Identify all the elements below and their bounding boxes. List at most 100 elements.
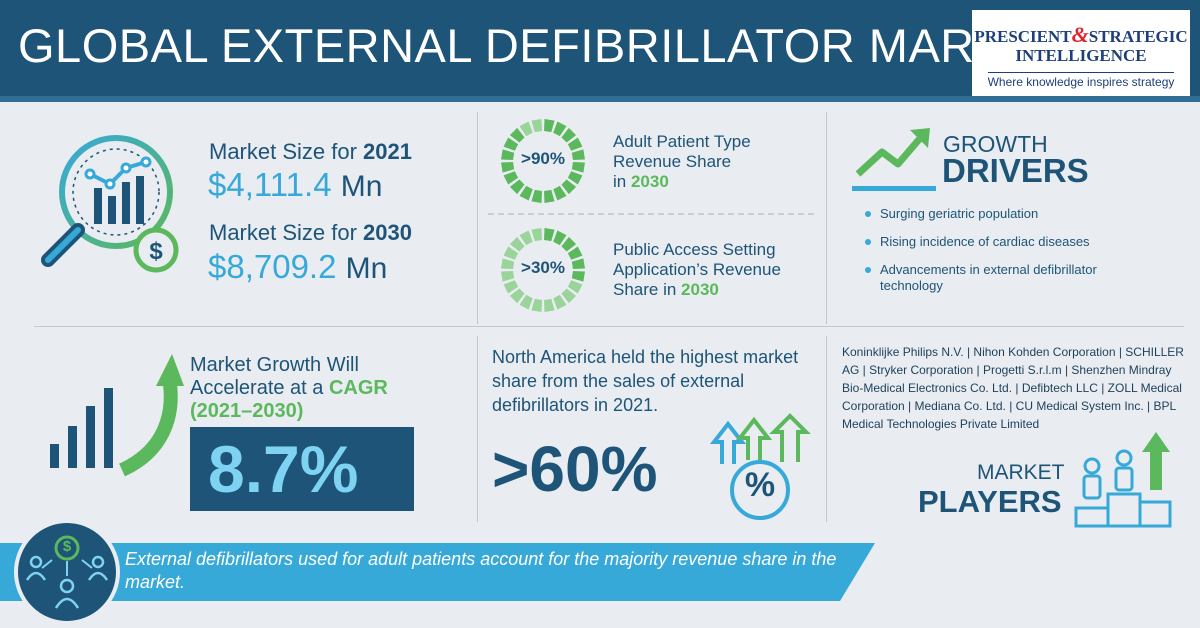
growth-bars-arrow-icon	[50, 354, 184, 477]
public-share-line2: Application’s Revenue	[613, 260, 781, 279]
ring-segment	[553, 121, 567, 137]
cagr-label: CAGR	[328, 377, 388, 399]
market-size-2030-value: $8,709.2 Mn	[208, 248, 387, 286]
market-size-2021-label: Market Size for 2021	[209, 139, 412, 165]
driver-item: Surging geriatric population	[862, 206, 1182, 222]
ring-segment	[571, 149, 585, 160]
ring-segment	[519, 294, 533, 310]
ring-segment	[519, 121, 533, 137]
magnifier-chart-icon: $	[41, 135, 179, 273]
cagr-period: (2021–2030)	[190, 400, 304, 422]
market-size-2030-amount: $8,709.2	[208, 248, 337, 285]
logo-word-strategic: STRATEGIC	[1088, 27, 1188, 46]
ring-segment	[531, 298, 542, 312]
ring-segment	[509, 127, 525, 143]
public-share-line3-prefix: Share in	[613, 280, 682, 299]
players-heading-small: MARKET	[977, 461, 1065, 484]
ring-segment	[501, 258, 515, 269]
driver-item: Advancements in external defibrillator t…	[862, 262, 1122, 294]
ring-segment	[544, 228, 555, 242]
trend-up-icon	[852, 128, 936, 191]
ring-segment	[531, 189, 542, 203]
footer-text: External defibrillators used for adult p…	[125, 549, 837, 592]
ring-segment	[501, 162, 515, 173]
north-america-text: North America held the highest market sh…	[492, 347, 799, 415]
ring-segment	[503, 246, 519, 260]
ring-segment	[567, 137, 583, 151]
ring-segment	[567, 246, 583, 260]
cagr-text: Market Growth Will Accelerate at a CAGR …	[190, 354, 470, 423]
ring-segment	[567, 280, 583, 294]
adult-share-line3-prefix: in	[613, 172, 631, 191]
drivers-heading-small: GROWTH	[943, 131, 1048, 157]
market-size-2030-prefix: Market Size for	[209, 220, 364, 245]
percent-symbol: %	[744, 466, 776, 504]
ring-segment	[544, 298, 555, 312]
adult-share-line1: Adult Patient Type	[613, 132, 751, 151]
ring-segment	[531, 119, 542, 133]
ring-segment	[553, 185, 567, 201]
cagr-value-box: 8.7%	[190, 427, 414, 511]
header-accent-band	[0, 96, 1200, 102]
adult-share-ring	[501, 119, 585, 203]
ring-segment	[503, 280, 519, 294]
ring-segment	[561, 127, 577, 143]
drivers-list: Surging geriatric population Rising inci…	[862, 206, 1182, 306]
players-list: Koninklijke Philips N.V. | Nihon Kohden …	[842, 345, 1184, 431]
market-size-2030-label: Market Size for 2030	[209, 220, 412, 246]
ring-segment	[544, 189, 555, 203]
dollar-symbol: $	[62, 538, 72, 555]
public-share-ring-label: >30%	[521, 258, 565, 277]
money-people-icon	[25, 535, 109, 609]
ring-segment	[503, 137, 519, 151]
svg-text:$: $	[149, 238, 163, 265]
market-size-2021-year: 2021	[363, 139, 412, 164]
ring-segment	[553, 230, 567, 246]
logo-line1: PRESCIENT&STRATEGIC	[972, 22, 1190, 48]
cagr-line1: Market Growth Will	[190, 354, 359, 376]
market-size-2030-year: 2030	[363, 220, 412, 245]
logo-word-intelligence: INTELLIGENCE	[1015, 46, 1147, 65]
adult-share-text: Adult Patient Type Revenue Share in 2030	[613, 132, 813, 192]
ring-segment	[567, 171, 583, 185]
page-title: GLOBAL EXTERNAL DEFIBRILLATOR MARKET	[18, 19, 1068, 72]
ring-segment	[571, 271, 585, 282]
ring-segment	[519, 230, 533, 246]
public-share-line1: Public Access Setting	[613, 240, 776, 259]
divider-top-right	[826, 112, 827, 324]
market-size-2030-unit: Mn	[345, 252, 388, 285]
podium-people-icon	[1074, 432, 1172, 528]
percent-arrows-icon	[709, 413, 811, 520]
ring-segment	[501, 271, 515, 282]
public-share-line3: Share in 2030	[613, 280, 823, 300]
cagr-line2: Accelerate at a CAGR	[190, 377, 470, 400]
market-size-2021-unit: Mn	[340, 170, 383, 203]
market-size-2021-value: $4,111.4 Mn	[208, 166, 382, 204]
divider-top-left	[477, 112, 478, 324]
ring-segment	[544, 119, 555, 133]
ring-segment	[571, 162, 585, 173]
divider-bottom-right	[826, 336, 827, 522]
players-heading-big: PLAYERS	[918, 484, 1062, 519]
footer-band	[0, 543, 875, 601]
logo-tagline: Where knowledge inspires strategy	[987, 72, 1175, 89]
public-share-year: 2030	[681, 280, 719, 299]
public-share-ring	[501, 228, 585, 312]
logo-ampersand: &	[1071, 22, 1089, 47]
cagr-line2-prefix: Accelerate at a	[190, 377, 329, 399]
company-logo: PRESCIENT&STRATEGIC INTELLIGENCE Where k…	[972, 10, 1190, 96]
dashed-divider	[488, 213, 814, 215]
ring-segment	[553, 294, 567, 310]
adult-share-line2: Revenue Share	[613, 152, 732, 171]
ring-segment	[501, 149, 515, 160]
market-size-2021-prefix: Market Size for	[209, 139, 364, 164]
public-share-text: Public Access Setting Application’s Reve…	[613, 240, 823, 300]
ring-segment	[509, 236, 525, 252]
north-america-value: >60%	[492, 433, 658, 505]
drivers-heading-big: DRIVERS	[942, 152, 1089, 189]
ring-segment	[571, 258, 585, 269]
divider-middle	[34, 326, 1184, 327]
ring-segment	[531, 228, 542, 242]
adult-share-ring-label: >90%	[521, 149, 565, 168]
